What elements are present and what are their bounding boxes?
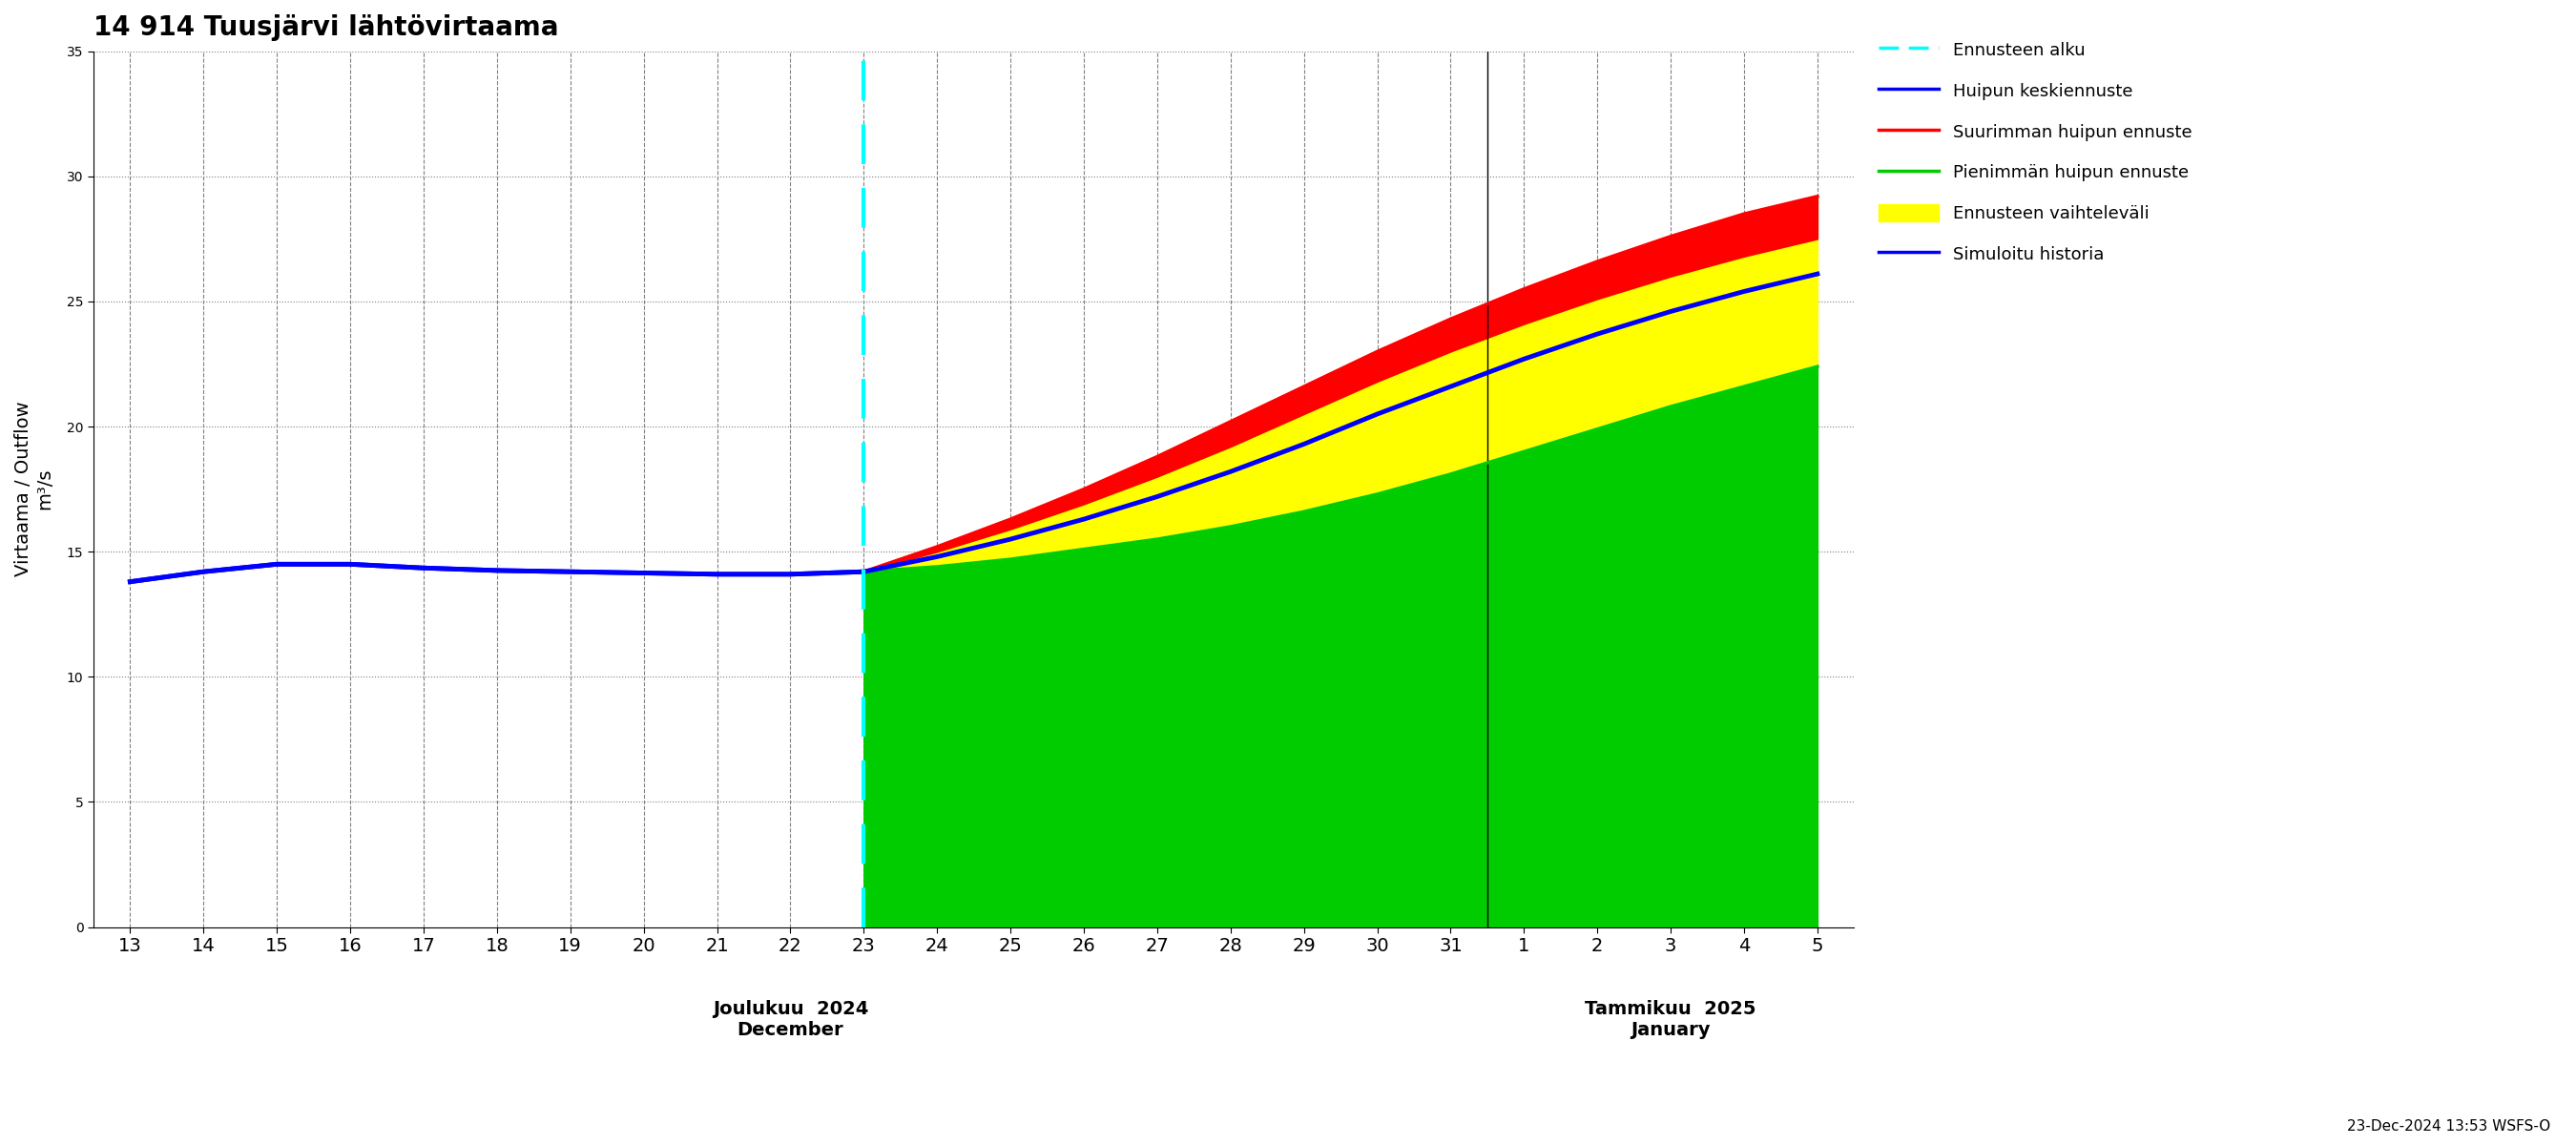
Text: Tammikuu  2025
January: Tammikuu 2025 January [1584,1000,1757,1040]
Text: 23-Dec-2024 13:53 WSFS-O: 23-Dec-2024 13:53 WSFS-O [2347,1120,2550,1134]
Y-axis label: Virtaama / Outflow
m³/s: Virtaama / Outflow m³/s [15,402,54,577]
Text: Joulukuu  2024
December: Joulukuu 2024 December [714,1000,868,1040]
Legend: Ennusteen alku, Huipun keskiennuste, Suurimman huipun ennuste, Pienimmän huipun : Ennusteen alku, Huipun keskiennuste, Suu… [1873,33,2200,270]
Text: 14 914 Tuusjärvi lähtövirtaama: 14 914 Tuusjärvi lähtövirtaama [93,14,559,41]
